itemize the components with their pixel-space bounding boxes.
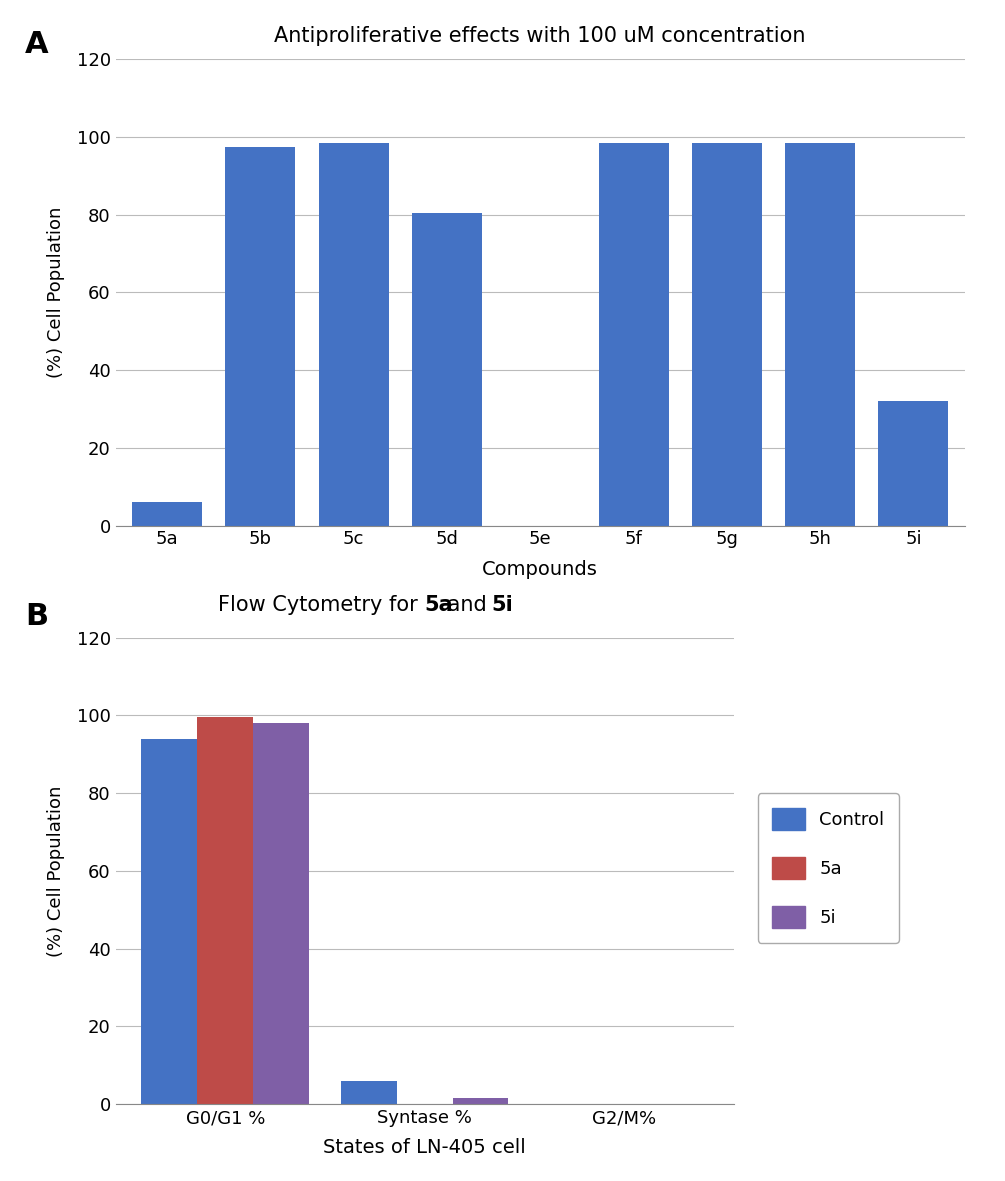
Bar — [691, 143, 762, 526]
X-axis label: Compounds: Compounds — [482, 560, 598, 579]
X-axis label: States of LN-405 cell: States of LN-405 cell — [324, 1138, 526, 1157]
Bar — [253, 723, 309, 1104]
Bar — [142, 739, 197, 1104]
Legend: Control, 5a, 5i: Control, 5a, 5i — [758, 794, 898, 942]
Text: Flow Cytometry for: Flow Cytometry for — [218, 595, 425, 615]
Text: B: B — [25, 602, 48, 632]
Text: A: A — [25, 30, 49, 59]
Bar — [132, 502, 202, 526]
Bar — [599, 143, 668, 526]
Text: 5a: 5a — [425, 595, 453, 615]
Bar — [412, 213, 481, 526]
Bar — [319, 143, 389, 526]
Title: Antiproliferative effects with 100 uM concentration: Antiproliferative effects with 100 uM co… — [274, 26, 806, 46]
Y-axis label: (%) Cell Population: (%) Cell Population — [47, 207, 65, 378]
Text: 5i: 5i — [491, 595, 514, 615]
Bar — [197, 717, 253, 1104]
Bar — [452, 1098, 509, 1104]
Bar — [878, 402, 949, 526]
Bar — [785, 143, 855, 526]
Bar — [341, 1081, 397, 1104]
Bar — [225, 146, 295, 526]
Text: and: and — [441, 595, 493, 615]
Y-axis label: (%) Cell Population: (%) Cell Population — [47, 785, 65, 957]
